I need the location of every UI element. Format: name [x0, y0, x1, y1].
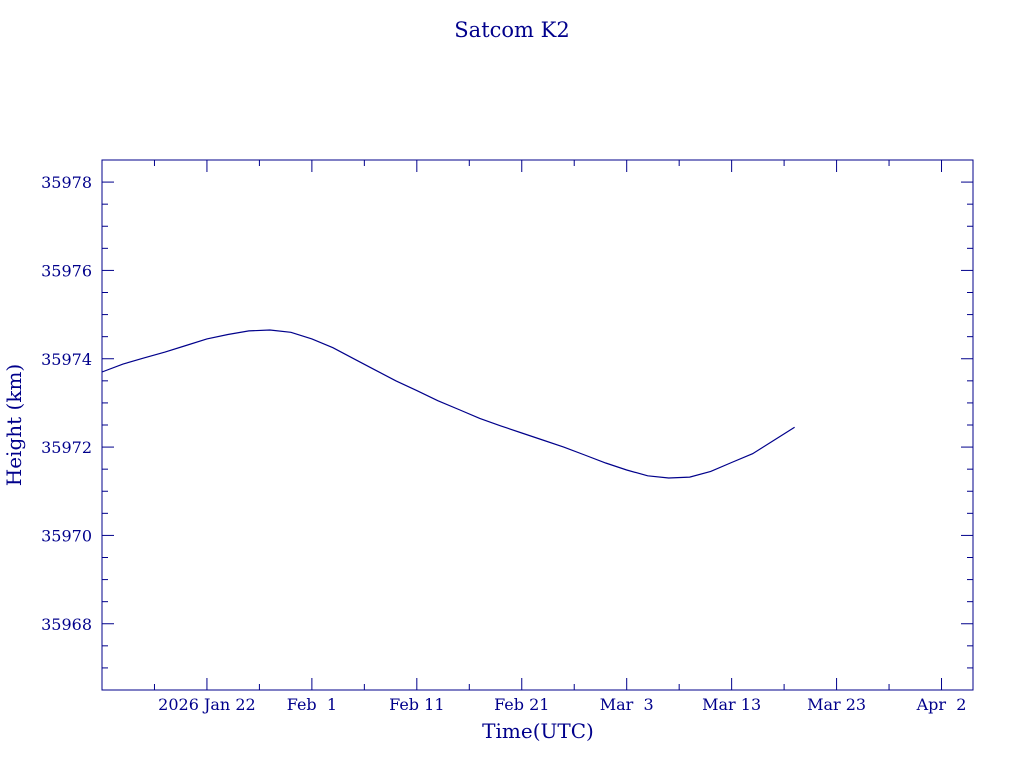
x-tick-label: Feb 1 [287, 695, 337, 714]
x-tick-labels: 2026 Jan 22 Feb 1 Feb 11 Feb 21 Mar 3 Mar 13 M… [158, 695, 966, 714]
axis-ticks [102, 159, 973, 691]
x-tick-label: Mar 23 [807, 695, 866, 714]
y-tick-label: 35968 [41, 615, 92, 634]
x-axis-label: Time(UTC) [482, 719, 594, 743]
x-tick-label: Apr 2 [916, 695, 967, 714]
y-tick-label: 35974 [41, 350, 92, 369]
y-tick-labels: 35968 35970 35972 35974 35976 35978 [41, 173, 92, 634]
x-tick-label: Feb 11 [389, 695, 444, 714]
y-tick-label: 35970 [41, 526, 92, 545]
y-tick-label: 35978 [41, 173, 92, 192]
y-axis-label: Height (km) [2, 364, 26, 486]
chart-title: Satcom K2 [454, 18, 569, 42]
x-tick-label: Mar 3 [600, 695, 654, 714]
series-line [101, 329, 795, 479]
y-tick-label: 35972 [41, 438, 92, 457]
plot-frame [101, 159, 974, 691]
x-tick-label: Mar 13 [702, 695, 761, 714]
x-tick-label: 2026 Jan 22 [158, 695, 256, 714]
y-tick-label: 35976 [41, 261, 92, 280]
x-tick-label: Feb 21 [494, 695, 549, 714]
